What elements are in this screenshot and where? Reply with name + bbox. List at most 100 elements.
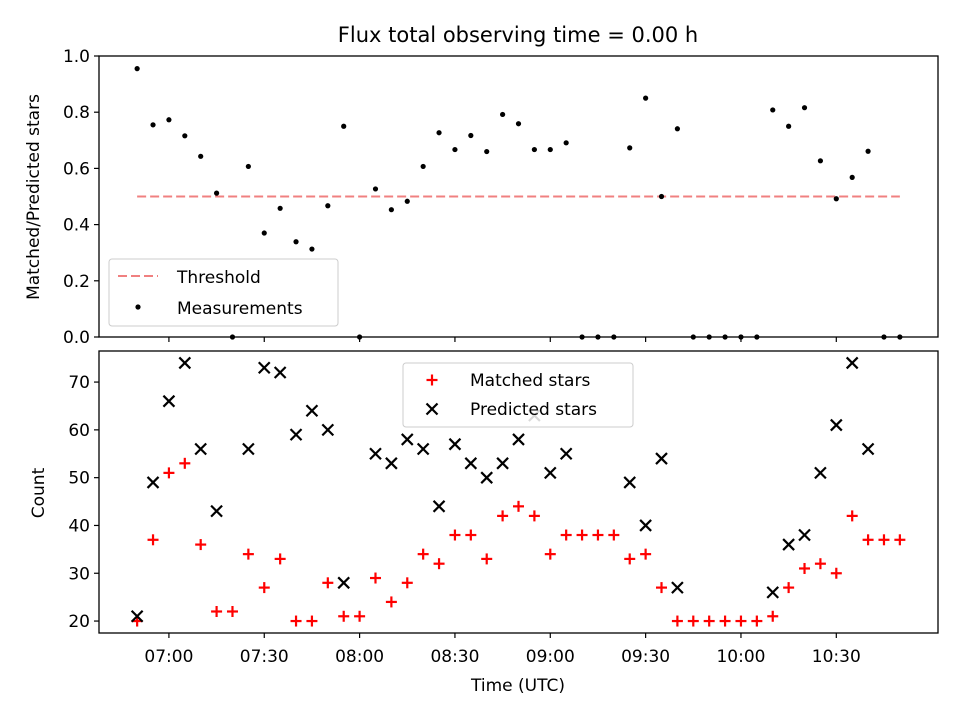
measurement-point [293,239,299,245]
predicted-star-point [480,471,493,484]
matched-star-point [274,553,286,565]
top-y-tick-label: 1.0 [63,47,90,67]
matched-star-point [767,610,779,622]
predicted-star-point [369,447,382,461]
predicted-star-point [273,366,287,379]
bottom-y-ticks: 20 30 40 50 60 70 [68,373,99,632]
predicted-star-point [544,466,557,480]
matched-legend-swatch [426,374,438,386]
top-y-tick-label: 0.2 [63,272,90,292]
predicted-star-point [242,442,255,456]
measurement-point [277,205,283,211]
measurement-point [261,230,267,236]
measurement-point [388,207,394,213]
matched-star-point [369,572,381,584]
measurement-point [468,132,474,139]
measurement-point [341,123,347,129]
measurements-legend-label: Measurements [177,299,303,319]
matched-star-point [608,529,620,541]
matched-star-point [497,510,509,522]
top-panel: Flux total observing time = 0.00 h Match… [24,23,939,348]
measurement-point [436,130,442,136]
matched-star-point [242,548,254,560]
matched-star-point [528,510,540,522]
predicted-legend-swatch [425,402,439,416]
measurement-point [547,146,553,153]
matched-star-point [195,539,207,551]
predicted-star-point [861,442,875,456]
matched-star-point [449,529,461,541]
predicted-star-point [766,586,780,599]
measurement-point [404,198,410,204]
matched-star-point [783,582,795,594]
matched-star-point [226,605,238,617]
matched-star-point [687,615,699,627]
measurement-point [531,146,537,153]
matched-star-point [481,553,493,565]
matched-star-point [592,529,604,541]
matched-star-point [290,615,302,627]
x-tick-label: 08:30 [430,647,479,667]
measurement-point [420,163,426,170]
measurement-point [198,153,204,159]
matched-star-point [385,596,397,608]
measurement-point [452,146,458,153]
predicted-star-point [512,433,525,446]
predicted-star-point [257,361,271,375]
matched-star-point [862,534,874,546]
measurement-point [484,148,490,155]
top-legend-box [108,258,339,327]
matched-star-point [258,582,270,594]
x-tick-label: 07:00 [144,647,193,667]
count-points [130,356,906,627]
predicted-star-point [210,504,223,518]
bottom-y-tick-label: 20 [68,612,90,632]
bottom-y-tick-label: 70 [68,373,90,393]
measurement-point [865,148,871,154]
matched-star-point [354,610,366,622]
predicted-star-point [830,418,843,432]
matched-star-point [576,529,588,541]
matched-star-point [799,562,811,574]
x-tick-label: 08:00 [335,647,384,667]
predicted-star-point [432,500,446,513]
matched-star-point [894,534,906,546]
measurement-point [801,105,808,111]
matched-star-point [401,577,413,589]
measurement-point [770,107,776,113]
top-y-tick-label: 0.8 [63,103,90,123]
measurement-point [150,122,156,128]
bottom-x-ticks: 07:00 07:30 08:00 08:30 09:00 09:30 10:00 10:30 [144,633,861,667]
bottom-y-tick-label: 60 [68,421,90,441]
predicted-star-point [194,442,207,456]
predicted-star-point [305,404,319,418]
measurement-point [325,203,331,209]
predicted-star-point [671,581,684,594]
top-legend: Threshold Measurements [108,258,339,327]
x-axis-label: Time (UTC) [470,676,565,696]
measurement-point [372,186,379,192]
matched-legend-marker [426,374,438,386]
measurement-point [500,111,506,118]
matched-star-point [846,510,858,522]
measurement-point [674,126,681,132]
measurement-point [627,145,633,151]
predicted-star-point [146,476,160,489]
top-chart-title: Flux total observing time = 0.00 h [338,23,698,47]
matched-star-point [433,558,445,570]
bottom-y-tick-label: 30 [68,564,90,584]
predicted-star-point [416,442,430,456]
predicted-star-point [289,428,303,441]
matched-legend-label: Matched stars [470,371,590,391]
bottom-plot-frame [98,350,939,634]
predicted-star-point [782,538,795,551]
predicted-star-point [496,457,509,470]
top-y-ticks: 0.0 0.2 0.4 0.6 0.8 1.0 [63,47,99,348]
predicted-star-point [798,528,811,542]
x-tick-label: 10:00 [716,647,765,667]
matched-star-point [322,577,334,589]
bottom-y-tick-label: 50 [68,469,90,489]
measurement-point [245,163,251,170]
